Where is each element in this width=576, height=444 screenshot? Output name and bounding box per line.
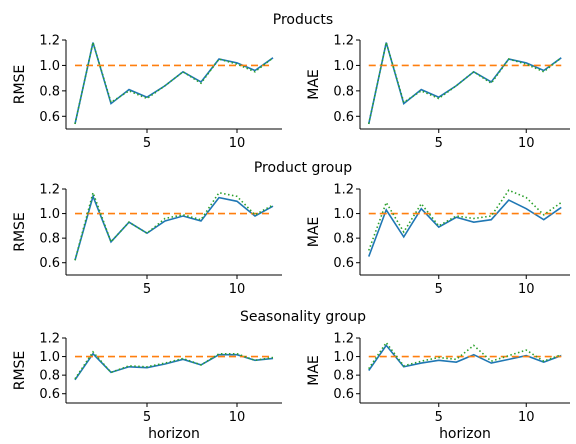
x-axis-label: horizon bbox=[439, 426, 491, 442]
series-line-solid bbox=[74, 193, 274, 261]
y-tick-label: 1.0 bbox=[39, 207, 60, 222]
chart-panel-4: 0.6 0.8 1.0 1.2 5 10 MAE bbox=[306, 183, 570, 297]
y-tick-label: 1.2 bbox=[39, 34, 60, 49]
x-tick-label: 5 bbox=[435, 410, 443, 425]
series-line-solid bbox=[74, 42, 274, 125]
y-tick-label: 0.6 bbox=[39, 387, 60, 402]
x-tick-label: 5 bbox=[435, 136, 443, 151]
y-tick-label: 1.0 bbox=[333, 59, 354, 74]
x-tick-label: 10 bbox=[229, 282, 246, 297]
series-line-dotted bbox=[367, 189, 562, 251]
series-line-solid bbox=[368, 199, 562, 257]
series-line-dotted bbox=[74, 350, 274, 380]
y-tick-label: 1.2 bbox=[39, 183, 60, 198]
chart-panel-6: 0.6 0.8 1.0 1.2 5 10 MAE horizon bbox=[306, 332, 570, 442]
series-line-solid bbox=[368, 344, 562, 371]
x-tick-label: 5 bbox=[143, 136, 151, 151]
y-tick-label: 0.6 bbox=[333, 256, 354, 271]
y-tick-label: 0.6 bbox=[333, 110, 354, 125]
series-line-dotted bbox=[367, 42, 562, 125]
y-tick-label: 1.0 bbox=[333, 207, 354, 222]
x-tick-label: 10 bbox=[229, 136, 246, 151]
series-line-dotted bbox=[368, 341, 562, 370]
y-tick-label: 1.2 bbox=[39, 332, 60, 347]
y-axis-label: MAE bbox=[306, 355, 322, 386]
y-tick-label: 0.8 bbox=[333, 84, 354, 99]
y-axis-label: MAE bbox=[306, 69, 322, 100]
x-tick-label: 10 bbox=[518, 282, 535, 297]
y-tick-label: 0.8 bbox=[333, 232, 354, 247]
chart-panel-3: Product group 0.6 0.8 1.0 1.2 5 10 RMSE bbox=[12, 160, 352, 297]
y-tick-label: 0.8 bbox=[333, 369, 354, 384]
x-tick-label: 5 bbox=[143, 282, 151, 297]
x-axis-label: horizon bbox=[148, 426, 200, 442]
x-tick-label: 5 bbox=[435, 282, 443, 297]
y-tick-label: 1.0 bbox=[333, 350, 354, 365]
y-tick-label: 1.2 bbox=[333, 34, 354, 49]
x-tick-label: 10 bbox=[518, 136, 535, 151]
y-tick-label: 0.8 bbox=[39, 369, 60, 384]
y-axis-label: RMSE bbox=[12, 351, 28, 391]
y-tick-label: 0.8 bbox=[39, 232, 60, 247]
y-axis-label: MAE bbox=[306, 217, 322, 248]
y-axis-label: RMSE bbox=[12, 65, 28, 105]
x-tick-label: 5 bbox=[143, 410, 151, 425]
x-tick-label: 10 bbox=[229, 410, 246, 425]
y-tick-label: 1.2 bbox=[333, 332, 354, 347]
row-title: Products bbox=[273, 12, 333, 28]
series-line-dotted bbox=[74, 39, 274, 125]
x-tick-label: 10 bbox=[518, 410, 535, 425]
chart-panel-2: 0.6 0.8 1.0 1.2 5 10 MAE bbox=[306, 34, 570, 151]
row-title: Product group bbox=[254, 160, 352, 176]
y-tick-label: 0.8 bbox=[39, 84, 60, 99]
y-tick-label: 1.0 bbox=[39, 59, 60, 74]
y-tick-label: 0.6 bbox=[39, 110, 60, 125]
series-line-dotted bbox=[74, 190, 274, 261]
chart-panel-5: Seasonality group 0.6 0.8 1.0 1.2 5 10 RMSE hori… bbox=[12, 309, 366, 442]
series-line-solid bbox=[74, 352, 274, 381]
y-tick-label: 0.6 bbox=[333, 387, 354, 402]
y-tick-label: 1.0 bbox=[39, 350, 60, 365]
chart-panel-1: Products 0.6 0.8 1.0 1.2 5 10 RMSE bbox=[12, 12, 333, 151]
y-axis-label: RMSE bbox=[12, 212, 28, 252]
y-tick-label: 1.2 bbox=[333, 183, 354, 198]
y-tick-label: 0.6 bbox=[39, 256, 60, 271]
row-title: Seasonality group bbox=[240, 309, 366, 325]
